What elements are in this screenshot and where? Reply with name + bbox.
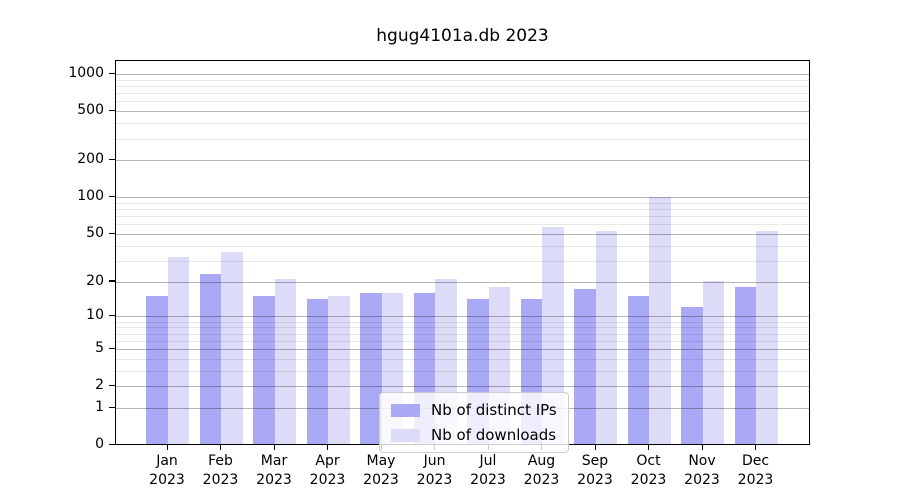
y-gridline-major (116, 111, 809, 113)
bar-distinct-ips (734, 286, 756, 444)
x-tick-label: Mar 2023 (256, 453, 292, 488)
y-tick-label: 0 (95, 436, 104, 453)
y-gridline-major (116, 234, 809, 235)
bar-downloads (649, 196, 671, 444)
y-gridline-minor (116, 202, 809, 204)
y-tick-mark (109, 109, 115, 112)
y-gridline-minor (116, 358, 809, 360)
y-tick-label: 500 (77, 102, 104, 119)
y-gridline-minor (116, 93, 809, 95)
y-gridline-minor (116, 327, 809, 329)
y-gridline-minor (116, 260, 809, 262)
y-tick-label: 50 (86, 225, 104, 241)
x-tick-label: Jan 2023 (149, 453, 185, 488)
x-tick-label: Jun 2023 (416, 453, 453, 488)
y-gridline-minor (116, 101, 809, 103)
x-tick-mark (166, 445, 168, 450)
y-gridline-major (116, 74, 809, 76)
y-tick-label: 1 (95, 399, 104, 416)
y-gridline-major (116, 316, 809, 318)
y-tick-mark (109, 158, 115, 161)
x-tick-label: Apr 2023 (309, 453, 346, 488)
y-gridline-minor (116, 138, 809, 140)
y-tick-mark (109, 384, 115, 387)
y-tick-label: 100 (77, 188, 104, 205)
y-gridline-minor (116, 123, 809, 125)
y-gridline-minor (116, 224, 809, 226)
bar-downloads (328, 295, 350, 444)
y-tick-mark (109, 347, 115, 349)
bar-downloads (167, 256, 189, 444)
x-tick-label: May 2023 (363, 453, 399, 488)
x-tick-mark (648, 445, 650, 450)
y-tick-label: 1000 (68, 65, 104, 82)
y-tick-label: 20 (86, 272, 104, 289)
x-tick-label: Aug 2023 (523, 453, 560, 488)
y-gridline-minor (116, 333, 809, 335)
x-tick-label: Dec 2023 (737, 453, 774, 488)
x-tick-mark (273, 445, 275, 450)
legend-item-distinct-ips: Nb of distinct IPs (391, 401, 557, 419)
y-tick-mark (109, 406, 115, 408)
y-gridline-major (116, 349, 809, 350)
bar-distinct-ips (253, 295, 275, 444)
y-tick-mark (109, 314, 115, 317)
y-tick-mark (109, 443, 115, 446)
y-tick-label: 2 (95, 377, 104, 394)
bar-downloads (595, 231, 617, 444)
plot-area: Nb of distinct IPs Nb of downloads (115, 60, 810, 453)
legend-label-distinct-ips: Nb of distinct IPs (431, 401, 557, 419)
y-gridline-minor (116, 79, 809, 81)
y-gridline-major (116, 386, 809, 388)
bar-downloads (274, 278, 296, 444)
legend-swatch-distinct-ips-icon (391, 403, 420, 417)
y-tick-mark (109, 72, 115, 74)
y-tick-mark (109, 232, 115, 234)
y-tick-mark (109, 280, 115, 282)
legend-swatch-downloads-icon (391, 428, 420, 442)
legend: Nb of distinct IPs Nb of downloads (379, 392, 569, 453)
y-gridline-minor (116, 86, 809, 87)
x-tick-mark (701, 445, 703, 450)
y-tick-label: 5 (95, 340, 104, 356)
y-tick-mark (109, 195, 115, 198)
y-gridline-minor (116, 321, 809, 323)
legend-label-downloads: Nb of downloads (431, 426, 557, 444)
y-gridline-major (116, 281, 809, 283)
y-tick-label: 10 (86, 307, 104, 324)
y-gridline-major (116, 160, 809, 162)
x-tick-label: Nov 2023 (684, 453, 720, 488)
y-gridline-minor (116, 209, 809, 211)
y-gridline-minor (116, 245, 809, 247)
x-tick-mark (220, 445, 222, 450)
bar-downloads (542, 226, 564, 444)
bar-downloads (221, 252, 243, 444)
bar-distinct-ips (146, 295, 168, 444)
x-tick-label: Jul 2023 (470, 453, 506, 488)
y-gridline-major (116, 197, 809, 199)
y-tick-label: 200 (77, 151, 104, 168)
bar-distinct-ips (627, 295, 649, 444)
x-tick-label: Sep 2023 (577, 453, 613, 488)
bar-downloads (756, 231, 778, 444)
bar-distinct-ips (360, 292, 382, 444)
x-tick-label: Feb 2023 (202, 453, 239, 488)
bar-distinct-ips (574, 289, 596, 444)
x-tick-mark (327, 445, 329, 450)
y-gridline-minor (116, 340, 809, 342)
chart-title: hgug4101a.db 2023 (376, 26, 549, 46)
x-tick-mark (594, 445, 596, 450)
y-gridline-minor (116, 216, 809, 218)
bar-downloads (702, 281, 724, 444)
legend-item-downloads: Nb of downloads (391, 426, 557, 444)
y-gridline-minor (116, 370, 809, 372)
x-tick-mark (755, 445, 757, 450)
x-tick-label: Oct 2023 (630, 453, 667, 488)
